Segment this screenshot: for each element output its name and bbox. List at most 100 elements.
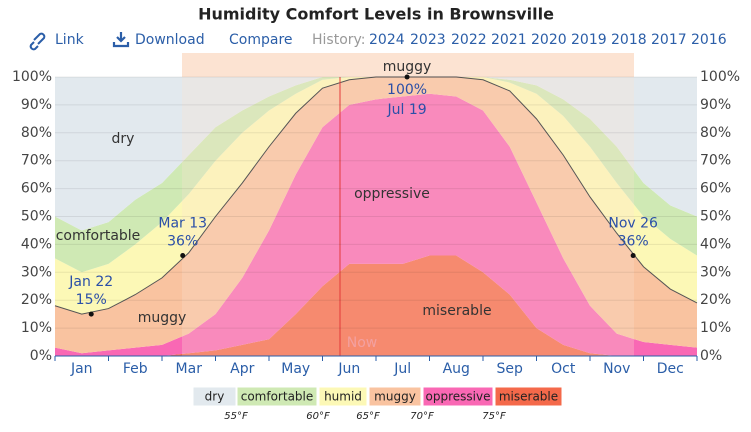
region-label: dry: [112, 131, 135, 147]
legend-label: humid: [324, 390, 362, 404]
annotation-dot: [88, 311, 94, 317]
y-tick-label: 90%: [21, 97, 52, 113]
region-label: muggy: [383, 59, 432, 75]
history-year[interactable]: 2022: [451, 32, 487, 48]
legend-item: muggy: [368, 386, 422, 407]
compare-button[interactable]: Compare: [229, 32, 293, 48]
y-tick-label: 100%: [12, 69, 52, 85]
download-button[interactable]: Download: [135, 32, 205, 48]
annotation-value: 36%: [167, 234, 198, 250]
y-tick-label: 20%: [21, 292, 52, 308]
region-label: muggy: [138, 310, 187, 326]
annotation-dot: [404, 74, 410, 80]
season-band: [182, 53, 634, 77]
region-label: oppressive: [354, 186, 430, 202]
plot-area: [55, 77, 697, 357]
y-tick-label: 10%: [21, 320, 52, 336]
history-year[interactable]: 2023: [410, 32, 446, 48]
y-tick-label: 10%: [700, 320, 731, 336]
legend-item: oppressive: [422, 386, 494, 407]
y-tick-label: 40%: [21, 236, 52, 252]
legend-swatch: [494, 386, 563, 407]
legend-item: dry: [192, 386, 237, 407]
legend-swatch: [236, 386, 318, 407]
threshold-label: 75°F: [482, 411, 506, 422]
x-tick-label: Aug: [443, 361, 470, 377]
history-year[interactable]: 2017: [651, 32, 687, 48]
legend-label: miserable: [499, 390, 558, 404]
legend-item: humid: [318, 386, 368, 407]
annotation-dot: [630, 253, 636, 259]
x-tick-label: Jun: [337, 361, 360, 377]
muggy-line: [54, 76, 698, 315]
legend-swatch: [422, 386, 494, 407]
chart-title: Humidity Comfort Levels in Brownsville: [198, 5, 554, 24]
area: [55, 93, 697, 357]
threshold-label: 65°F: [356, 411, 380, 422]
history-year[interactable]: 2016: [691, 32, 727, 48]
legend-swatch: [192, 386, 237, 407]
y-tick-label: 30%: [21, 264, 52, 280]
now-label: Now: [347, 335, 378, 351]
annotation-date: Mar 13: [158, 216, 207, 232]
annotation-value: 15%: [76, 292, 107, 308]
history-year[interactable]: 2018: [611, 32, 647, 48]
history-year[interactable]: 2021: [491, 32, 527, 48]
threshold-label: 60°F: [306, 411, 330, 422]
legend-item: comfortable: [236, 386, 318, 407]
x-tick-label: Nov: [603, 361, 630, 377]
download-icon[interactable]: [112, 32, 130, 48]
y-tick-label: 100%: [700, 69, 740, 85]
y-tick-label: 0%: [700, 348, 722, 364]
legend-swatch: [318, 386, 368, 407]
y-tick-label: 30%: [700, 264, 731, 280]
area: [55, 77, 697, 315]
link-icon[interactable]: [29, 32, 46, 51]
history-year[interactable]: 2024: [369, 32, 405, 48]
x-tick-label: Jan: [70, 361, 93, 377]
x-tick-label: Apr: [230, 361, 254, 377]
x-tick-label: Jul: [393, 361, 411, 377]
y-tick-label: 70%: [21, 153, 52, 169]
area: [55, 77, 697, 354]
y-tick-label: 90%: [700, 97, 731, 113]
annotation-dot: [180, 253, 186, 259]
annotation-value: 36%: [618, 234, 649, 250]
legend-label: dry: [205, 390, 225, 404]
area: [55, 255, 697, 356]
x-tick-label: Dec: [657, 361, 684, 377]
x-tick-label: Mar: [176, 361, 203, 377]
y-tick-label: 40%: [700, 236, 731, 252]
link-button[interactable]: Link: [55, 32, 85, 48]
x-tick-label: Oct: [551, 361, 576, 377]
history-year[interactable]: 2019: [571, 32, 607, 48]
area: [55, 77, 697, 273]
region-label: miserable: [422, 303, 491, 319]
legend-item: miserable: [494, 386, 563, 407]
history-year[interactable]: 2020: [531, 32, 567, 48]
annotation-date: Nov 26: [608, 216, 658, 232]
history-label: History:: [312, 32, 366, 48]
y-tick-label: 20%: [700, 292, 731, 308]
y-tick-label: 0%: [30, 348, 52, 364]
y-tick-label: 50%: [700, 209, 731, 225]
region-label: comfortable: [56, 228, 141, 244]
legend-swatch: [368, 386, 422, 407]
toolbar: Link Download Compare History:: [29, 32, 366, 51]
y-tick-label: 50%: [21, 209, 52, 225]
y-tick-label: 70%: [700, 153, 731, 169]
annotation-value: 100%: [387, 82, 427, 98]
y-tick-label: 80%: [21, 125, 52, 141]
annotation-date: Jan 22: [68, 274, 113, 290]
y-tick-label: 80%: [700, 125, 731, 141]
y-tick-label: 60%: [21, 181, 52, 197]
threshold-label: 70°F: [410, 411, 434, 422]
x-tick-label: Sep: [497, 361, 524, 377]
threshold-label: 55°F: [224, 411, 248, 422]
x-tick-label: May: [281, 361, 310, 377]
season-overlay: [182, 77, 634, 356]
y-tick-label: 60%: [700, 181, 731, 197]
annotation-date: Jul 19: [386, 102, 426, 118]
x-tick-label: Feb: [123, 361, 148, 377]
